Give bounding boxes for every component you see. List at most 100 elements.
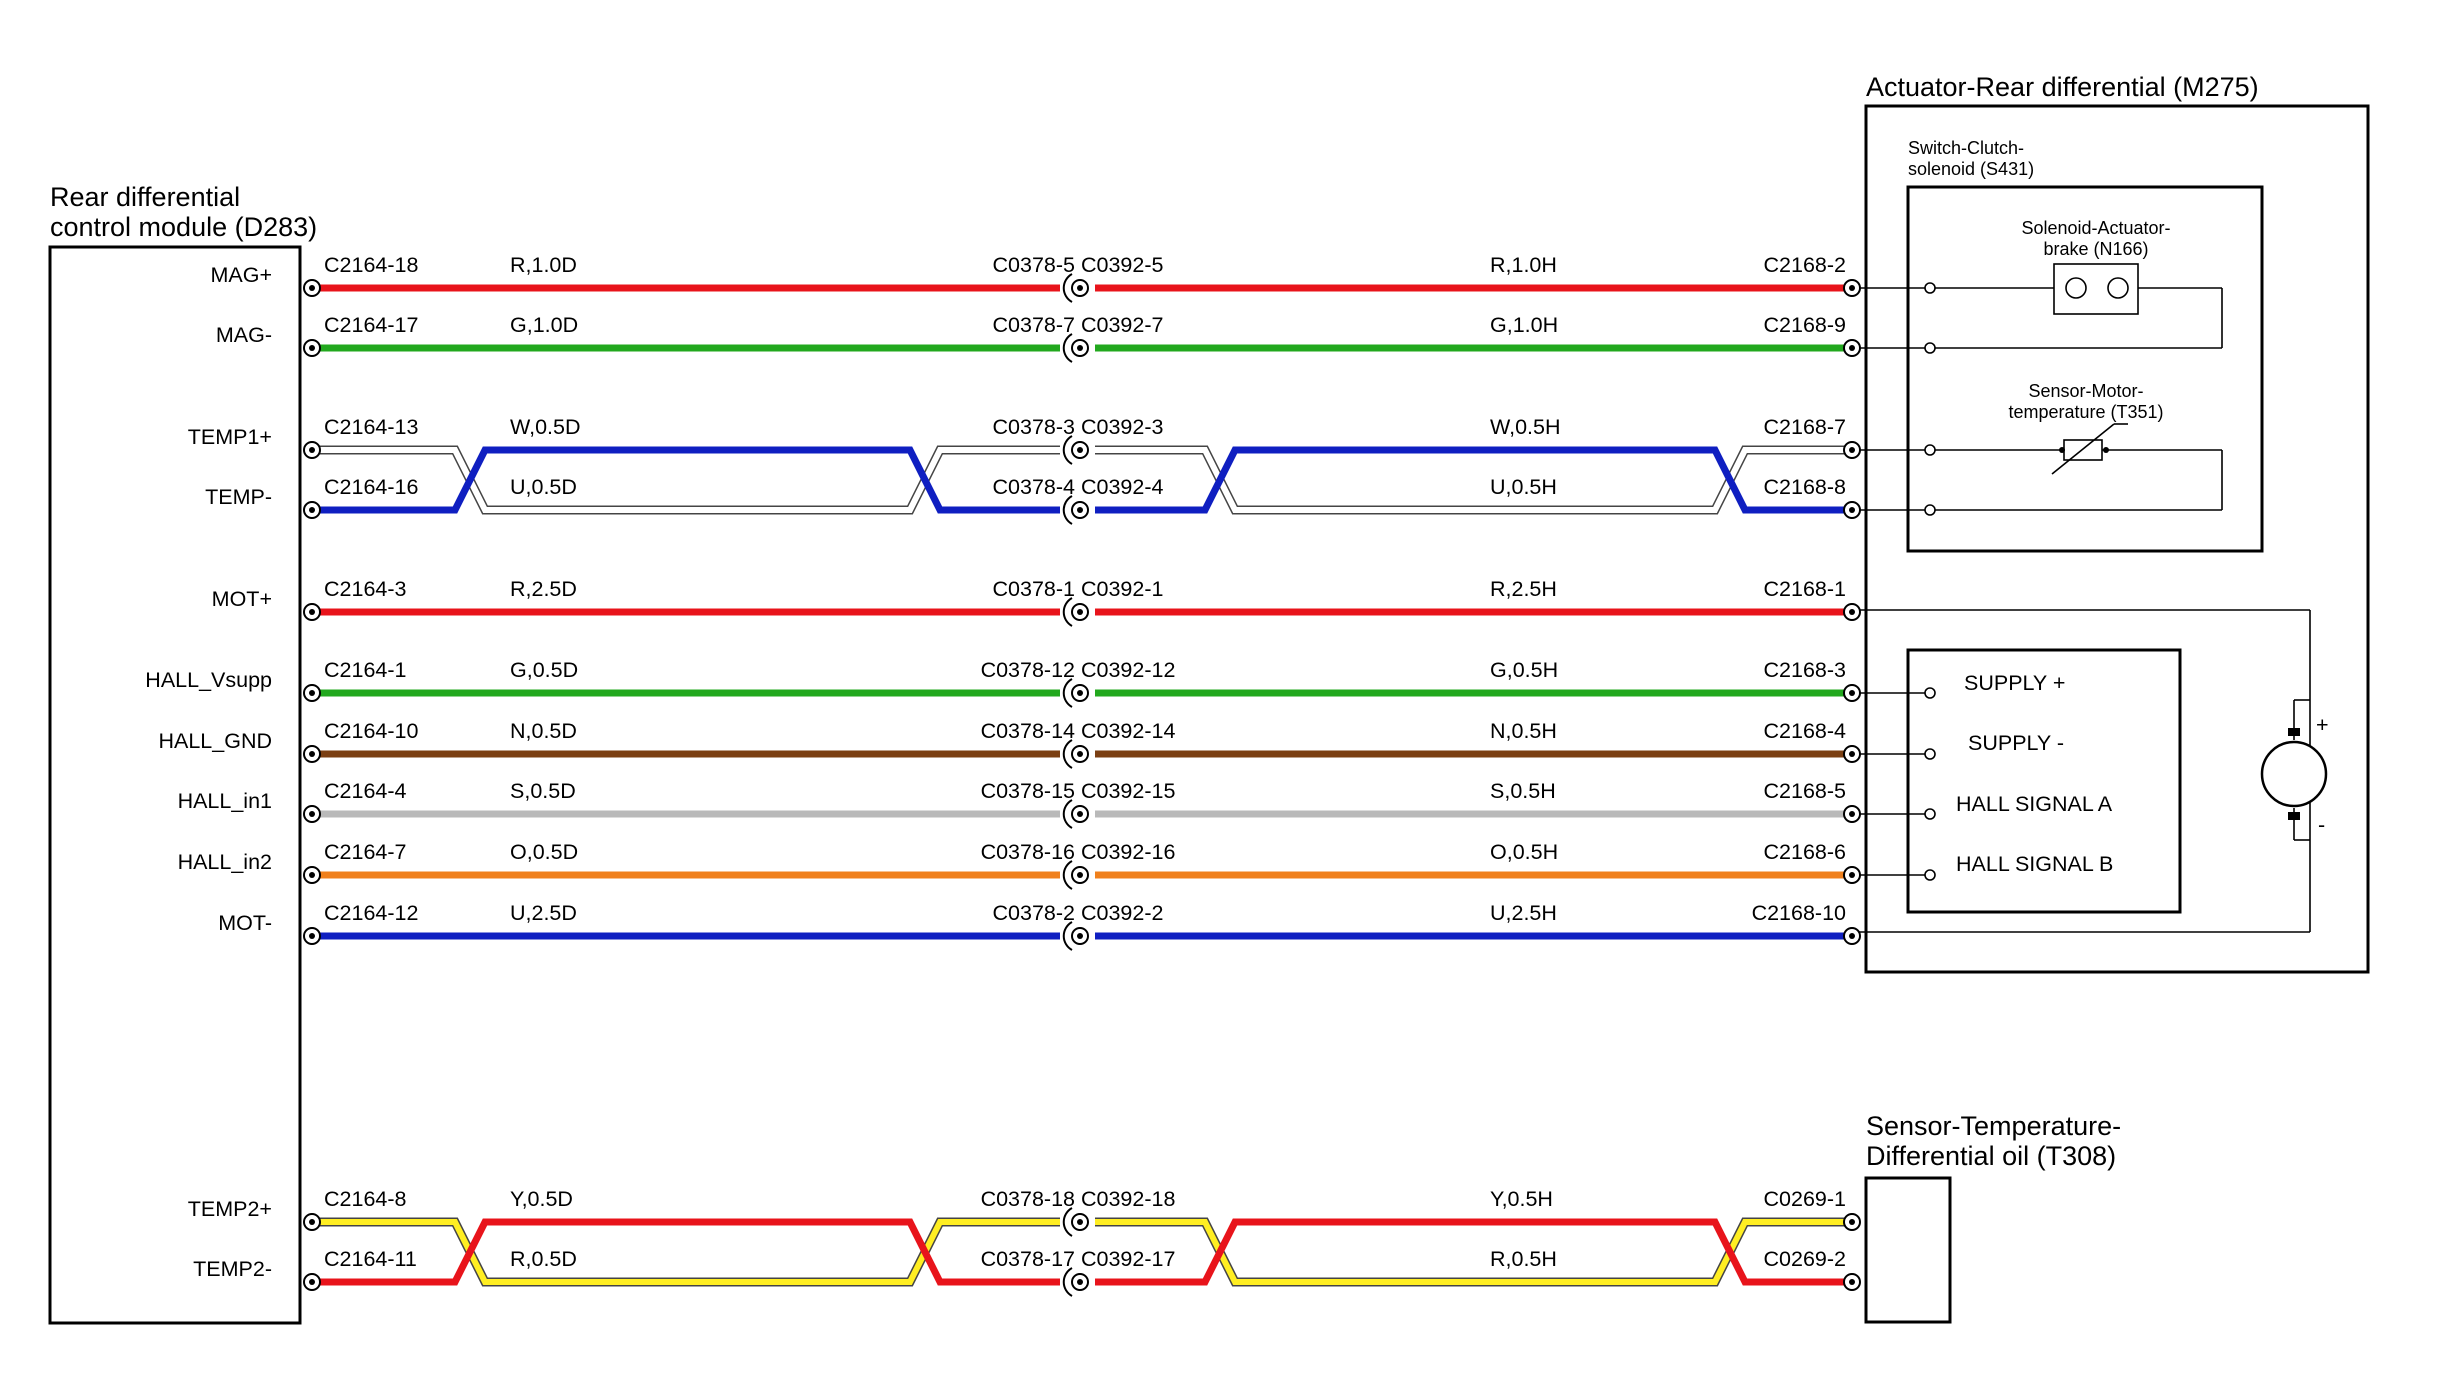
terminal-connector — [303, 603, 321, 621]
module-pin-label: MOT+ — [212, 587, 272, 611]
wire-pin-right: C0269-1 — [1764, 1187, 1846, 1211]
wire-inline-connector-label: C0378-1 C0392-1 — [993, 577, 1164, 601]
wire-spec-right: G,1.0H — [1490, 313, 1558, 337]
module-pin-label: MAG+ — [210, 263, 272, 287]
motor-temp-title-line-1: Sensor-Motor- — [2028, 381, 2143, 401]
wire-spec-right: N,0.5H — [1490, 719, 1557, 743]
wire-inline-connector-label: C0378-3 C0392-3 — [993, 415, 1164, 439]
wire-spec-right: U,0.5H — [1490, 475, 1557, 499]
wire-spec-left: S,0.5D — [510, 779, 576, 803]
wire-spec-left: G,0.5D — [510, 658, 578, 682]
wire-outline — [314, 1217, 1060, 1287]
wire-pin-left: C2164-13 — [324, 415, 418, 439]
wire-inline-connector-label: C0378-2 C0392-2 — [993, 901, 1164, 925]
module-pin-label: MAG- — [216, 323, 272, 347]
inline-connector — [1062, 799, 1089, 829]
hall-label-signal-b: HALL SIGNAL B — [1956, 852, 2113, 876]
solenoid-title-line-1: Solenoid-Actuator- — [2021, 218, 2170, 238]
inline-connector — [1062, 495, 1089, 525]
wire-segment — [314, 1219, 1060, 1285]
hall-sensor-box — [1906, 648, 2182, 914]
inline-connector — [1062, 597, 1089, 627]
wire-spec-right: R,0.5H — [1490, 1247, 1557, 1271]
wire-pin-right: C2168-10 — [1752, 901, 1846, 925]
wire-pin-left: C2164-16 — [324, 475, 418, 499]
wire-harness — [303, 273, 1861, 1297]
wire-segment — [1095, 446, 1848, 514]
terminal-connector — [303, 927, 321, 945]
hall-label-supply-minus: SUPPLY - — [1968, 731, 2064, 755]
terminal-connector — [303, 501, 321, 519]
terminal-connector — [303, 279, 321, 297]
actuator-title: Actuator-Rear differential (M275) — [1866, 72, 2259, 102]
wire-labels: C2164-18 R,1.0D C0378-5 C0392-5 R,1.0H C2168… — [324, 253, 1846, 1271]
inline-connector — [1062, 739, 1089, 769]
wire-spec-right: G,0.5H — [1490, 658, 1558, 682]
terminal-connector — [303, 1273, 321, 1291]
module-pin-label: HALL_GND — [158, 729, 272, 753]
wire-spec-right: R,2.5H — [1490, 577, 1557, 601]
module-pin-label: HALL_in2 — [178, 850, 272, 874]
terminal-connector — [303, 805, 321, 823]
wire-segment — [314, 446, 1060, 514]
wire-pin-left: C2164-17 — [324, 313, 418, 337]
wire-pin-right: C2168-8 — [1764, 475, 1847, 499]
wire-pin-right: C0269-2 — [1764, 1247, 1846, 1271]
oil-sensor-title-line-2: Differential oil (T308) — [1866, 1141, 2116, 1171]
wire-pin-left: C2164-12 — [324, 901, 418, 925]
module-pin-label: TEMP2+ — [188, 1197, 272, 1221]
terminal-connector — [303, 684, 321, 702]
thermistor-symbol — [1858, 423, 2223, 516]
wire-inline-connector-label: C0378-12 C0392-12 — [981, 658, 1176, 682]
wire-spec-left: N,0.5D — [510, 719, 577, 743]
inline-connector — [1062, 273, 1089, 303]
actuator-box — [1864, 104, 2370, 974]
wire-spec-left: G,1.0D — [510, 313, 578, 337]
wire-inline-connector-label: C0378-7 C0392-7 — [993, 313, 1164, 337]
solenoid-symbol — [1858, 263, 2223, 354]
wire-spec-right: R,1.0H — [1490, 253, 1557, 277]
motor-symbol: + - — [1858, 609, 2329, 933]
terminal-connector — [303, 745, 321, 763]
wire-pin-left: C2164-18 — [324, 253, 418, 277]
terminal-connector — [1843, 1273, 1861, 1291]
inline-connector — [1062, 921, 1089, 951]
terminal-connector — [1843, 745, 1861, 763]
motor-plus-label: + — [2316, 713, 2329, 737]
wire-spec-left: R,0.5D — [510, 1247, 577, 1271]
terminal-connector — [1843, 501, 1861, 519]
wire-spec-left: U,0.5D — [510, 475, 577, 499]
wire-pin-left: C2164-3 — [324, 577, 407, 601]
wire-spec-right: S,0.5H — [1490, 779, 1556, 803]
wire-segment — [1095, 1219, 1848, 1285]
control-module-title-line-2: control module (D283) — [50, 212, 317, 242]
terminal-connector — [303, 339, 321, 357]
wire-pin-right: C2168-4 — [1764, 719, 1847, 743]
switch-title-line-2: solenoid (S431) — [1908, 159, 2034, 179]
wire-pin-left: C2164-10 — [324, 719, 418, 743]
hall-sensor-wiring — [1858, 687, 1936, 881]
wire-spec-left: Y,0.5D — [510, 1187, 573, 1211]
motor-minus-label: - — [2318, 813, 2325, 837]
wire-segment — [1095, 1218, 1848, 1286]
wire-inline-connector-label: C0378-15 C0392-15 — [981, 779, 1176, 803]
terminal-connector — [1843, 279, 1861, 297]
wire-inline-connector-label: C0378-4 C0392-4 — [993, 475, 1164, 499]
control-module-title-line-1: Rear differential — [50, 182, 240, 212]
wire-pin-right: C2168-1 — [1764, 577, 1846, 601]
module-pin-label: HALL_Vsupp — [145, 668, 272, 692]
oil-temp-sensor: Sensor-Temperature- Differential oil (T3… — [1864, 1111, 2121, 1324]
hall-label-signal-a: HALL SIGNAL A — [1956, 792, 2113, 816]
wire-spec-right: O,0.5H — [1490, 840, 1558, 864]
wire-inline-connector-label: C0378-5 C0392-5 — [993, 253, 1164, 277]
wire-spec-left: R,1.0D — [510, 253, 577, 277]
inline-connector — [1062, 1267, 1089, 1297]
terminal-connector — [303, 441, 321, 459]
module-pin-label: TEMP1+ — [188, 425, 272, 449]
motor-temp-title-line-2: temperature (T351) — [2008, 402, 2163, 422]
wire-pin-right: C2168-2 — [1764, 253, 1846, 277]
wire-spec-right: U,2.5H — [1490, 901, 1557, 925]
terminal-connector — [1843, 441, 1861, 459]
wire-segment — [314, 447, 1060, 513]
